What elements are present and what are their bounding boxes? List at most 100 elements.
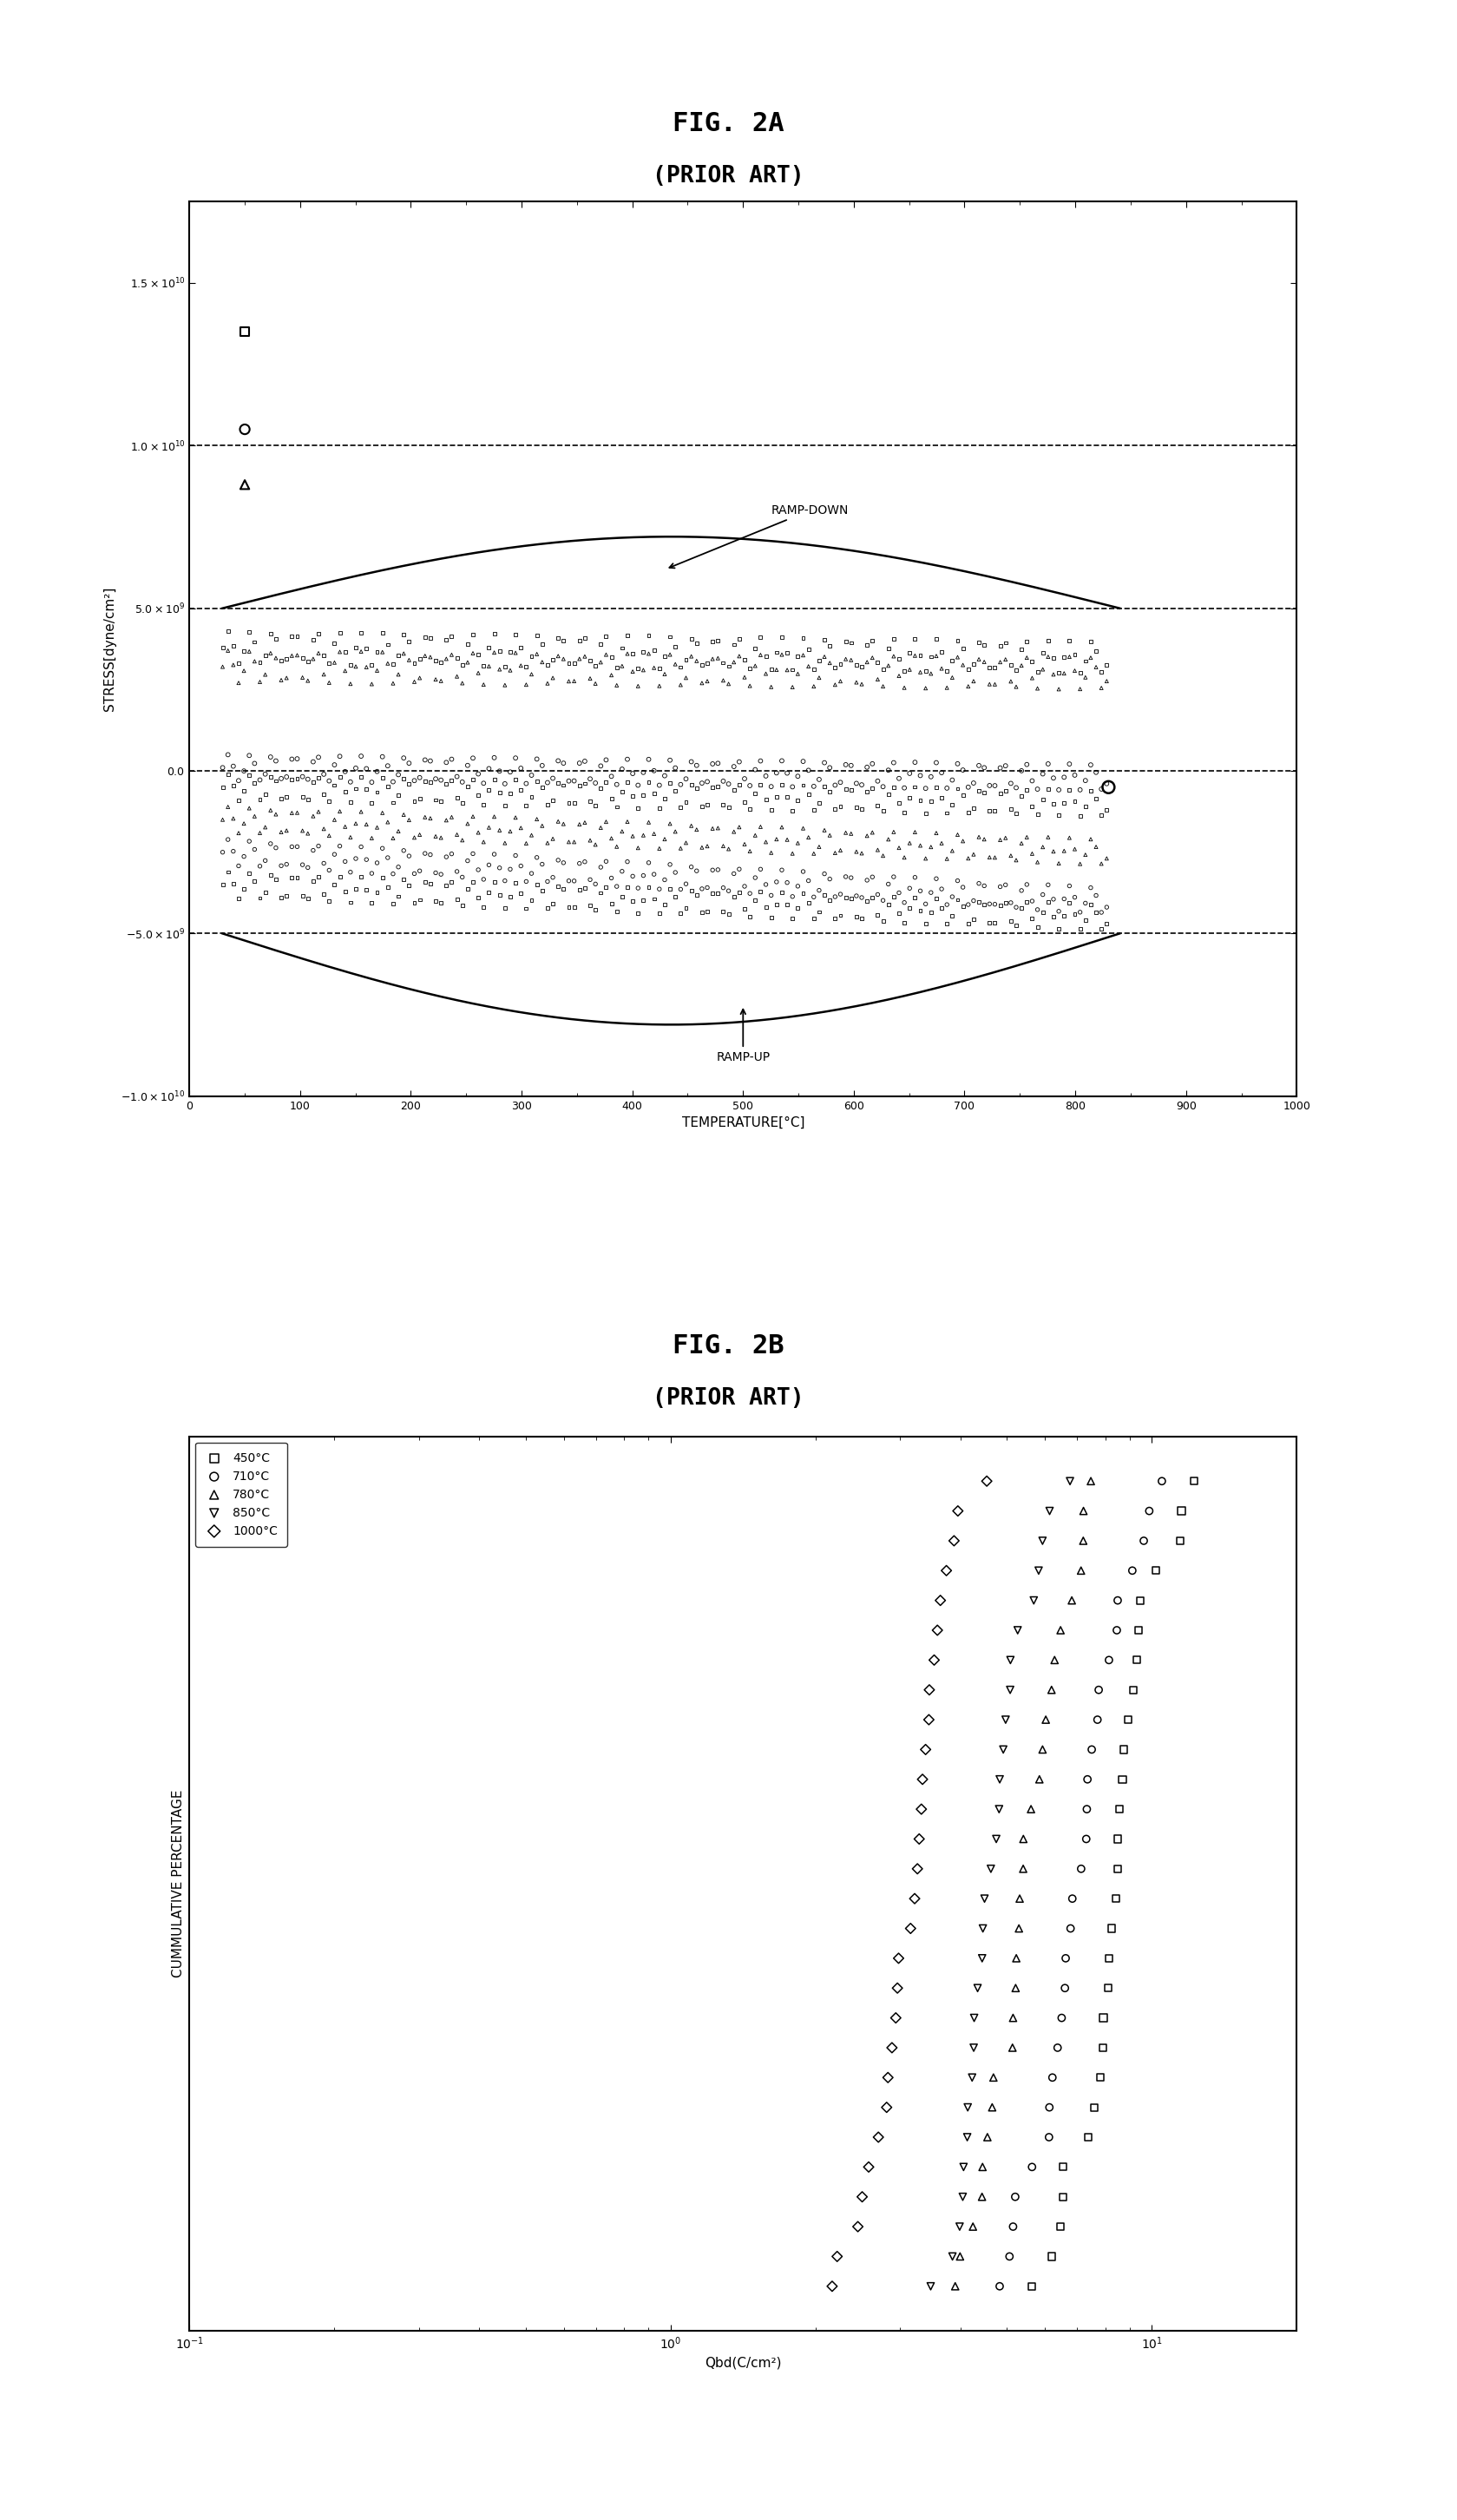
Point: [1036, 743, 1059, 784]
Point: [914, 902, 937, 942]
Point: [717, 786, 740, 827]
Point: [627, 892, 650, 932]
Point: [541, 759, 564, 799]
Point: [781, 900, 804, 940]
Point: [664, 771, 688, 811]
450°C: [1112, 1729, 1135, 1769]
Point: [951, 887, 975, 927]
Point: [573, 867, 596, 907]
Point: [440, 738, 463, 779]
Point: [360, 761, 383, 801]
Point: [616, 615, 640, 655]
Point: [723, 877, 746, 917]
Point: [494, 764, 517, 804]
Point: [466, 877, 490, 917]
Point: [1032, 827, 1055, 867]
Point: [504, 759, 527, 799]
Point: [962, 645, 985, 685]
Point: [739, 832, 762, 872]
Point: [787, 779, 810, 819]
Point: [494, 887, 517, 927]
Point: [366, 771, 389, 811]
Point: [302, 862, 325, 902]
Point: [1048, 769, 1071, 809]
850°C: [1000, 1641, 1023, 1681]
Point: [819, 879, 842, 920]
Point: [216, 733, 239, 774]
Point: [781, 650, 804, 690]
Point: [536, 887, 559, 927]
Point: [514, 665, 538, 706]
Point: [685, 852, 708, 892]
Point: [318, 816, 341, 857]
Point: [1016, 620, 1039, 660]
780°C: [982, 2056, 1005, 2097]
Point: [865, 895, 889, 935]
Point: [339, 882, 363, 922]
Point: [743, 879, 766, 920]
Point: [845, 786, 868, 827]
Point: [594, 761, 618, 801]
Point: [755, 653, 778, 693]
Point: [797, 751, 820, 791]
Point: [430, 816, 453, 857]
Point: [339, 663, 363, 703]
Point: [456, 746, 479, 786]
Point: [370, 633, 393, 673]
Point: [270, 811, 293, 852]
Point: [237, 822, 261, 862]
450°C: [1052, 2177, 1075, 2218]
Point: [946, 743, 969, 784]
Point: [440, 834, 463, 874]
Point: [594, 635, 618, 675]
Point: [323, 766, 347, 806]
Point: [243, 764, 267, 804]
Point: [508, 809, 532, 849]
Point: [743, 645, 766, 685]
1000°C: [880, 2029, 903, 2069]
Point: [983, 902, 1007, 942]
Point: [605, 827, 628, 867]
Point: [600, 885, 624, 925]
Point: [430, 643, 453, 683]
Point: [248, 814, 271, 854]
850°C: [988, 1759, 1011, 1799]
Point: [498, 774, 522, 814]
Point: [360, 854, 383, 895]
Point: [398, 620, 421, 660]
Point: [446, 655, 469, 696]
Point: [243, 862, 267, 902]
Point: [881, 766, 905, 806]
Point: [1020, 761, 1043, 801]
450°C: [1125, 1641, 1148, 1681]
Point: [951, 822, 975, 862]
Point: [962, 764, 985, 804]
Point: [695, 827, 718, 867]
Point: [1068, 668, 1091, 708]
Point: [898, 824, 921, 864]
Point: [1020, 900, 1043, 940]
780°C: [1043, 1641, 1067, 1681]
Point: [302, 761, 325, 801]
Point: [275, 844, 299, 885]
Point: [275, 811, 299, 852]
850°C: [1037, 1492, 1061, 1532]
Point: [1016, 816, 1039, 857]
Point: [589, 847, 612, 887]
Point: [424, 816, 447, 857]
Point: [237, 756, 261, 796]
Point: [446, 638, 469, 678]
Point: [275, 874, 299, 915]
850°C: [979, 1850, 1002, 1890]
Point: [813, 854, 836, 895]
Point: [845, 897, 868, 937]
Point: [1090, 910, 1113, 950]
1000°C: [914, 1729, 937, 1769]
Point: [849, 663, 873, 703]
Point: [679, 741, 702, 781]
Point: [807, 892, 830, 932]
Point: [787, 887, 810, 927]
Point: [941, 761, 965, 801]
Point: [370, 794, 393, 834]
Point: [1096, 645, 1119, 685]
